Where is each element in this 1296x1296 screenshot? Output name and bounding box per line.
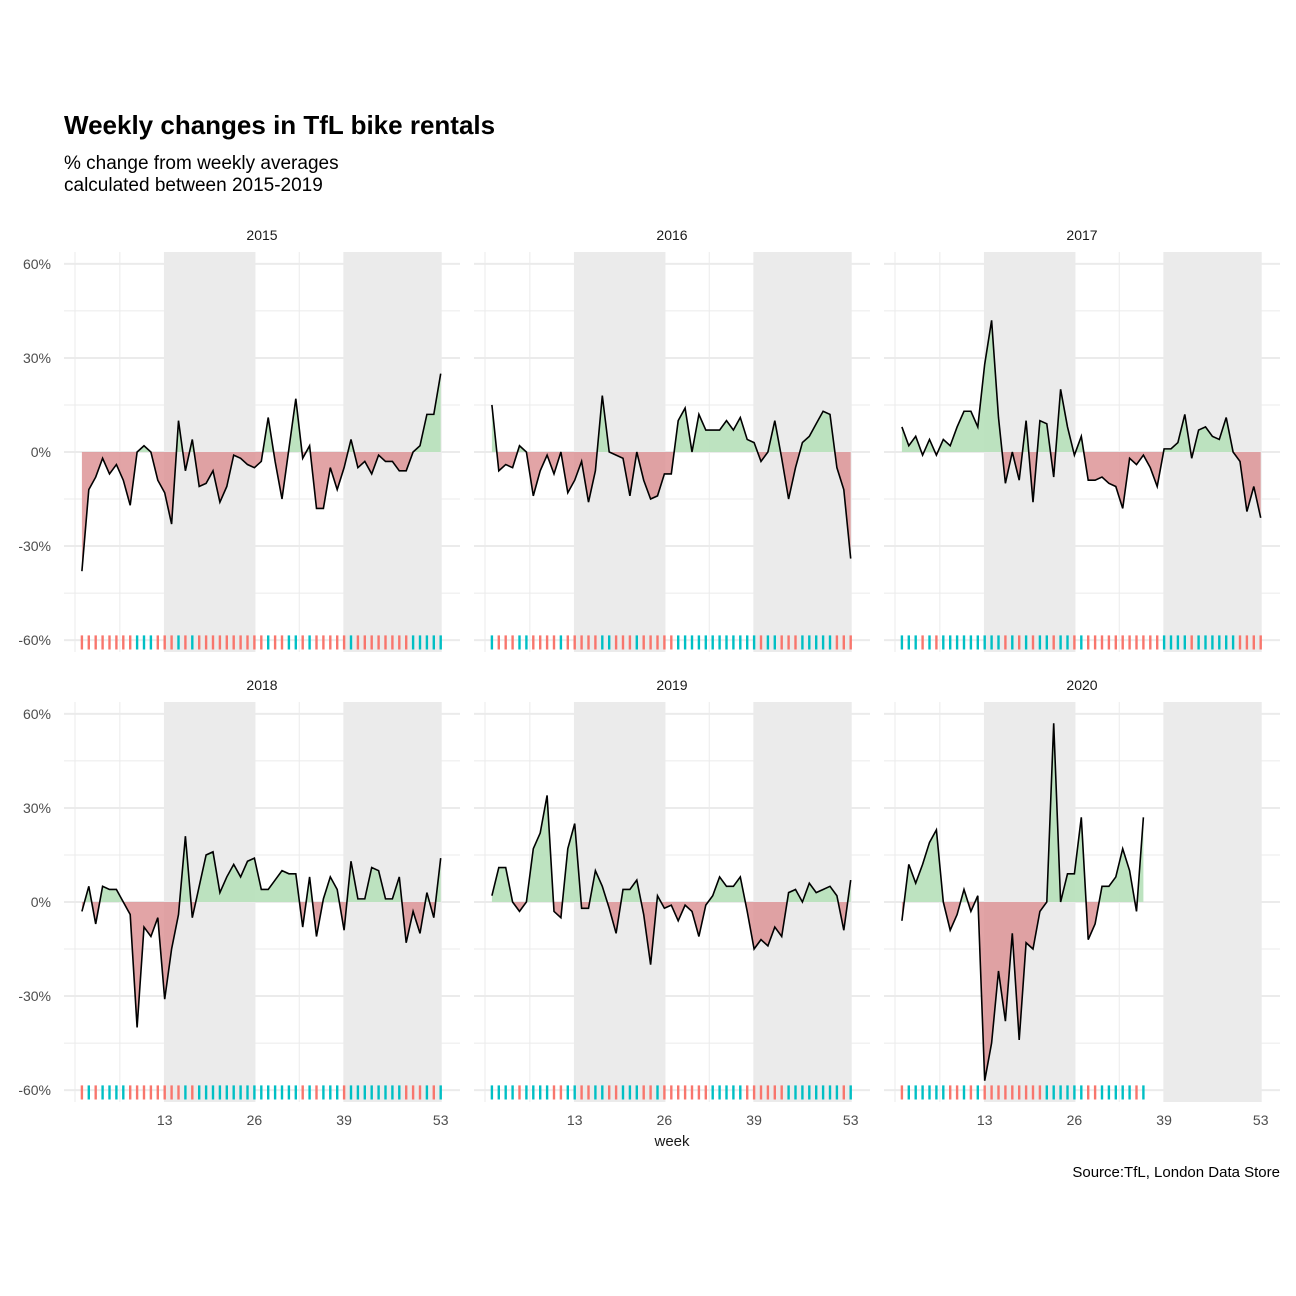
y-tick-label: -60% [18, 1082, 51, 1098]
chart-title: Weekly changes in TfL bike rentals [64, 110, 496, 140]
positive-area [901, 320, 1234, 452]
facet-panel-2018: 2018 60% 30% 0% -30% -60% 13 26 39 53 [18, 677, 460, 1128]
x-tick-label: 13 [567, 1112, 583, 1128]
facet-panel-2017: 2017 [884, 227, 1280, 652]
series-line [81, 373, 442, 572]
x-tick-label: 13 [157, 1112, 173, 1128]
y-tick-label: 0% [31, 444, 51, 460]
y-tick-label: 60% [23, 256, 51, 272]
facet-label: 2019 [656, 677, 687, 693]
facet-label: 2015 [246, 227, 277, 243]
y-tick-label: 0% [31, 894, 51, 910]
series-line [491, 795, 852, 965]
negative-area [921, 452, 1261, 518]
series-line [901, 320, 1262, 519]
negative-area [512, 902, 848, 965]
facet-label: 2016 [656, 227, 687, 243]
chart-subtitle: % change from weekly averages calculated… [64, 153, 339, 197]
x-tick-label: 26 [247, 1112, 263, 1128]
y-tick-label: 30% [23, 350, 51, 366]
series-line [81, 836, 442, 1028]
x-tick-label: 39 [1156, 1112, 1172, 1128]
x-tick-label: 53 [843, 1112, 859, 1128]
positive-area [904, 723, 1144, 902]
negative-area [81, 452, 414, 572]
x-axis-title: week [654, 1133, 690, 1150]
positive-area [84, 836, 441, 902]
x-tick-label: 39 [746, 1112, 762, 1128]
facet-panel-2015: 2015 60% 30% 0% -30% -60% [18, 227, 460, 652]
series-line [901, 723, 1145, 1081]
negative-area [81, 902, 436, 1028]
facet-panel-2019: 2019 13 26 39 53 [474, 677, 870, 1128]
x-tick-label: 39 [336, 1112, 352, 1128]
subtitle-line-1: % change from weekly averages [64, 153, 339, 174]
negative-area [901, 902, 1138, 1081]
x-axis-title-wrap: week [0, 1133, 1296, 1150]
y-tick-label: 30% [23, 800, 51, 816]
x-tick-label: 53 [433, 1112, 449, 1128]
facet-panel-2016: 2016 [474, 227, 870, 652]
x-tick-label: 53 [1253, 1112, 1269, 1128]
y-tick-label: -30% [18, 538, 51, 554]
x-tick-label: 13 [977, 1112, 993, 1128]
facet-label: 2020 [1066, 677, 1097, 693]
source-caption: Source:TfL, London Data Store [1072, 1164, 1280, 1181]
x-tick-label: 26 [657, 1112, 673, 1128]
series-line [491, 395, 852, 559]
y-tick-label: -30% [18, 988, 51, 1004]
subtitle-line-2: calculated between 2015-2019 [64, 175, 323, 196]
facet-panel-2020: 2020 13 26 39 53 [884, 677, 1280, 1128]
y-tick-label: 60% [23, 706, 51, 722]
y-tick-label: -60% [18, 632, 51, 648]
facet-label: 2018 [246, 677, 277, 693]
x-tick-label: 26 [1067, 1112, 1083, 1128]
facet-label: 2017 [1066, 227, 1097, 243]
